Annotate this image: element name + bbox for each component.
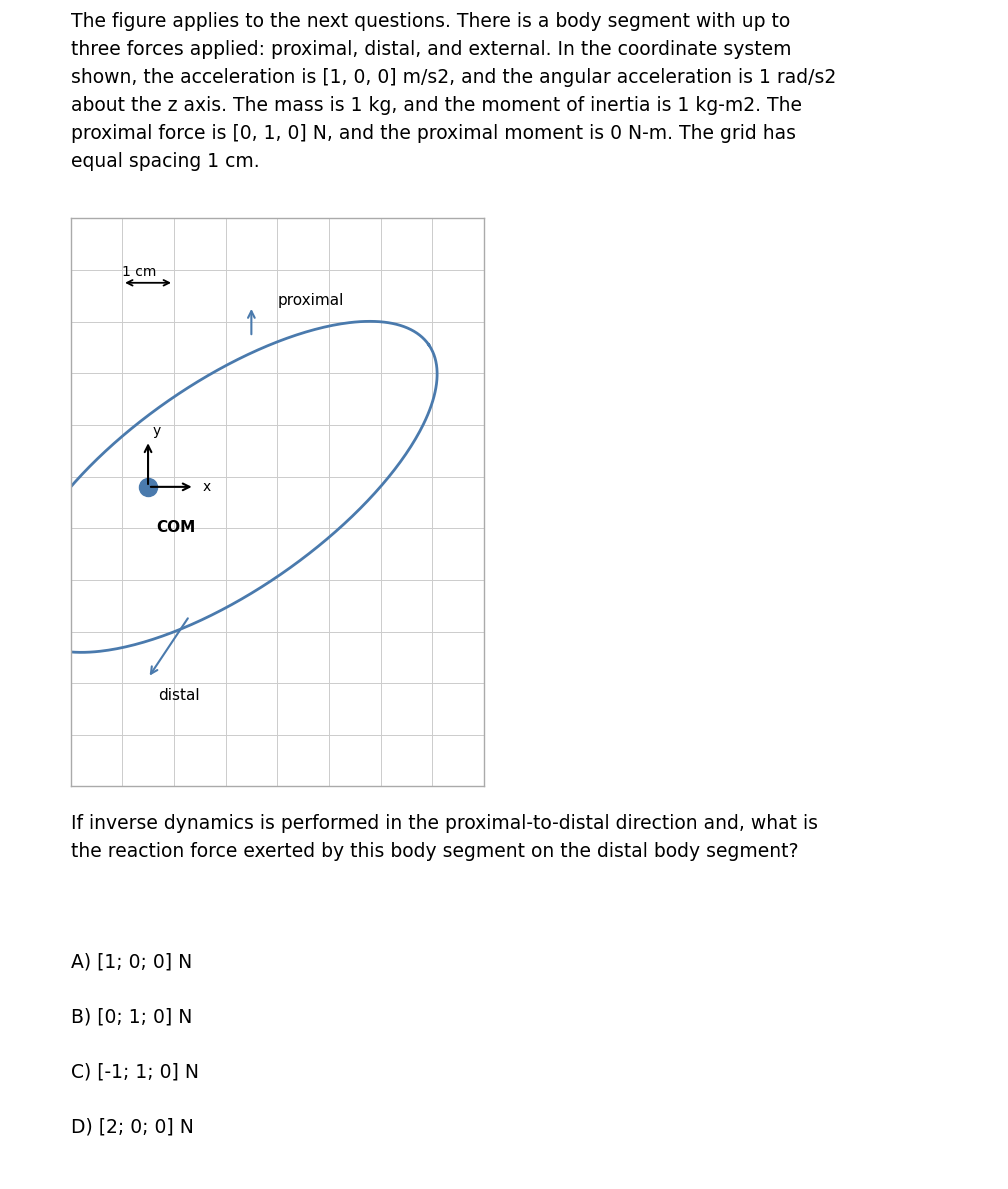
Text: distal: distal xyxy=(158,688,200,704)
Text: The figure applies to the next questions. There is a body segment with up to
thr: The figure applies to the next questions… xyxy=(71,12,836,171)
Text: C) [-1; 1; 0] N: C) [-1; 1; 0] N xyxy=(71,1063,199,1082)
Text: proximal: proximal xyxy=(277,294,344,308)
Text: If inverse dynamics is performed in the proximal-to-distal direction and, what i: If inverse dynamics is performed in the … xyxy=(71,814,817,862)
Text: y: y xyxy=(152,423,160,438)
Text: x: x xyxy=(203,480,211,493)
Text: COM: COM xyxy=(156,521,196,535)
Text: 1 cm: 1 cm xyxy=(122,265,156,278)
Text: B) [0; 1; 0] N: B) [0; 1; 0] N xyxy=(71,1008,192,1027)
Text: D) [2; 0; 0] N: D) [2; 0; 0] N xyxy=(71,1118,194,1137)
Text: A) [1; 0; 0] N: A) [1; 0; 0] N xyxy=(71,952,192,971)
